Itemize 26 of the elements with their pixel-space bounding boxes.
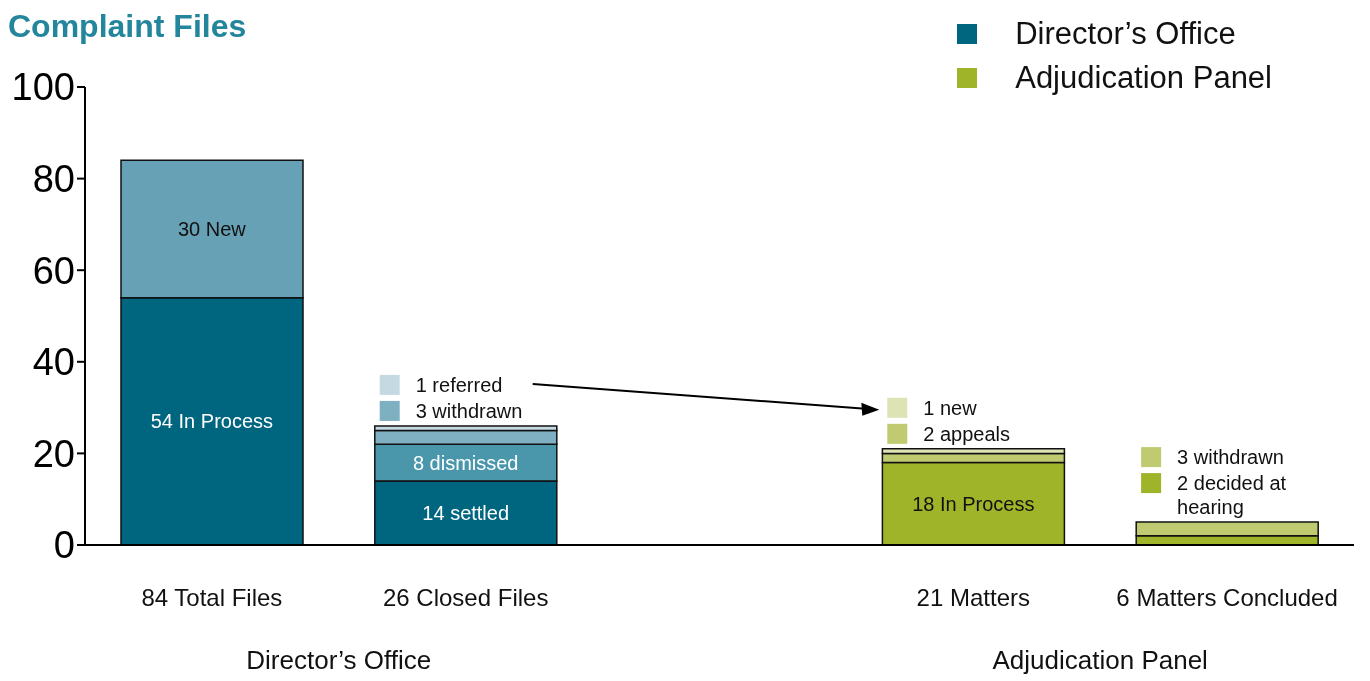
data-label: 8 dismissed xyxy=(412,451,519,474)
x-tick-label: 6 Matters Concluded xyxy=(1116,584,1338,612)
data-label: 14 settled xyxy=(422,501,510,524)
chart-title: Complaint Files xyxy=(8,8,247,45)
x-tick-label: 84 Total Files xyxy=(141,584,283,612)
data-label: 54 In Process xyxy=(150,410,274,433)
y-tick-label: 60 xyxy=(32,249,75,292)
y-tick-label: 0 xyxy=(53,524,75,567)
x-tick-label: 26 Closed Files xyxy=(382,584,549,612)
y-tick-label: 80 xyxy=(32,158,75,201)
text: Adjudication Panel xyxy=(992,645,1208,675)
data-label: 3 withdrawn xyxy=(415,399,523,422)
data-label: 3 withdrawn xyxy=(1177,446,1284,469)
y-tick-label: 40 xyxy=(32,341,75,384)
data-label: 1 referred xyxy=(415,373,503,396)
data-label: 1 new xyxy=(923,396,978,419)
data-label: 30 New xyxy=(177,217,247,240)
legend-label: Adjudication Panel xyxy=(1015,60,1272,96)
legend-label: Director’s Office xyxy=(1015,16,1236,52)
x-tick-label: 21 Matters xyxy=(916,584,1030,612)
data-label: 2 decided at hearing xyxy=(1177,472,1287,519)
data-label: 2 appeals xyxy=(923,422,1011,445)
data-label: 18 In Process xyxy=(912,492,1035,515)
text: Director’s Office xyxy=(246,645,432,675)
y-tick-label: 20 xyxy=(32,432,75,475)
y-tick-label: 100 xyxy=(11,66,75,109)
